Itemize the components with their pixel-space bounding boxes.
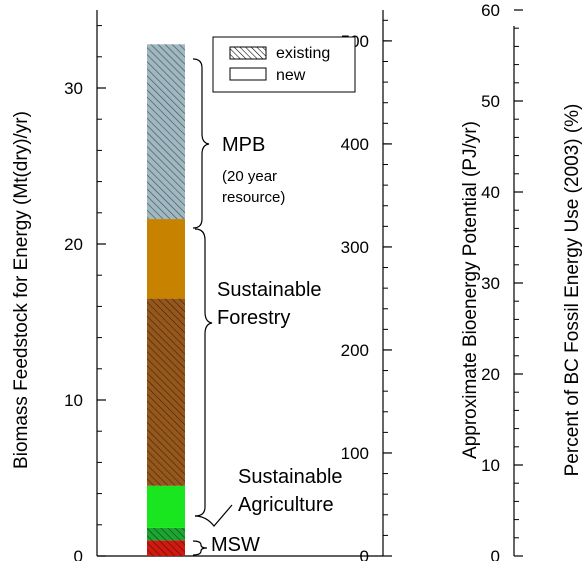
right-axis-tick-label: 40 <box>481 183 500 202</box>
mpb-brace <box>192 58 210 229</box>
left-axis-tick-label: 20 <box>64 235 83 254</box>
agriculture-label-1: Sustainable <box>238 466 343 488</box>
bar-hatch-sustainable-forestry <box>147 298 185 486</box>
left-axis-ticks: 0 10 20 30 <box>64 25 106 561</box>
legend-label-existing: existing <box>276 45 330 62</box>
right-axis-title: Percent of BC Fossil Energy Use (2003) (… <box>562 104 583 477</box>
middle-axis-ticks: 0100200300400500 <box>341 19 392 561</box>
agriculture-label-2: Agriculture <box>238 494 334 516</box>
right-axis-tick-label: 10 <box>481 456 500 475</box>
middle-axis-tick-label: 200 <box>341 341 369 360</box>
right-axis-tick-label: 60 <box>481 1 500 20</box>
middle-axis-tick-label: 400 <box>341 135 369 154</box>
left-axis-tick-label: 10 <box>64 391 83 410</box>
left-axis-tick-label: 30 <box>64 79 83 98</box>
bar-segment-sustainable-forestry-solid <box>147 219 185 299</box>
middle-axis-tick-label: 100 <box>341 444 369 463</box>
bar-hatch-mpb <box>147 44 185 220</box>
right-axis-tick-label: 50 <box>481 92 500 111</box>
mpb-sublabel-1: (20 year <box>222 168 277 185</box>
middle-axis-title: Approximate Bioenergy Potential (PJ/yr) <box>460 121 481 459</box>
bar-hatch-sustainable-agriculture <box>147 527 185 541</box>
legend-swatch-existing <box>229 46 267 60</box>
forestry-brace <box>194 228 213 517</box>
msw-label: MSW <box>211 534 260 556</box>
forestry-label-2: Forestry <box>217 307 290 329</box>
left-axis-tick-label: 0 <box>74 547 83 561</box>
right-axis-ticks: 0 10 20 30 40 50 60 <box>481 1 523 561</box>
middle-axis-tick-label: 300 <box>341 238 369 257</box>
mpb-sublabel-2: resource) <box>222 189 285 206</box>
bar-hatch-msw <box>147 540 185 556</box>
agriculture-brace <box>194 504 233 527</box>
forestry-label-1: Sustainable <box>217 279 322 301</box>
legend-swatch-new <box>229 67 267 81</box>
right-axis-tick-label: 20 <box>481 365 500 384</box>
left-axis-title: Biomass Feedstock for Energy (Mt(dry)/yr… <box>11 111 32 469</box>
right-axis-tick-label: 30 <box>481 274 500 293</box>
right-axis-tick-label: 0 <box>491 547 500 561</box>
middle-axis-tick-label: 0 <box>360 547 369 561</box>
mpb-label: MPB <box>222 134 265 156</box>
legend: existing new <box>212 36 356 93</box>
stacked-bar <box>147 44 185 556</box>
legend-label-new: new <box>276 67 306 84</box>
bar-segment-sustainable-agriculture-solid <box>147 485 185 528</box>
msw-brace <box>192 540 208 556</box>
legend-box <box>212 36 356 93</box>
